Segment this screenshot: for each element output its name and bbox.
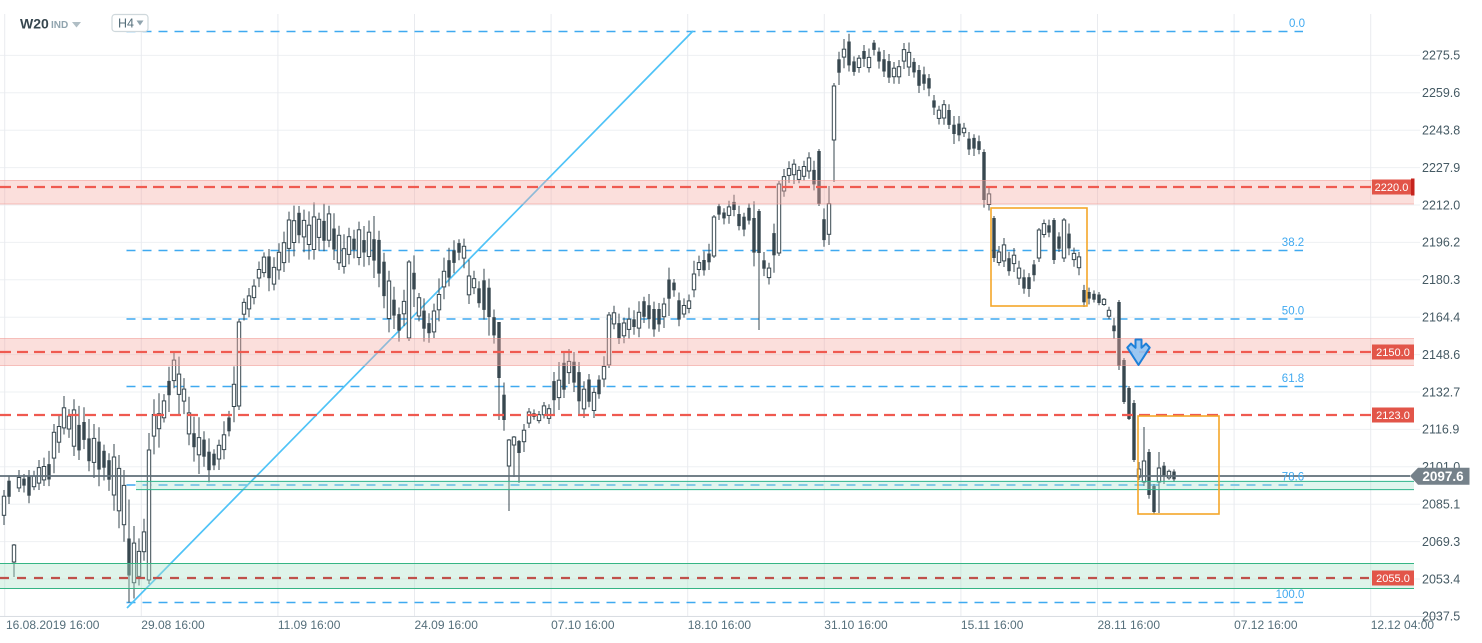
svg-text:2097.6: 2097.6: [1422, 469, 1464, 484]
svg-text:W20: W20: [20, 16, 49, 32]
svg-text:2150.0: 2150.0: [1376, 347, 1410, 359]
svg-text:15.11 16:00: 15.11 16:00: [961, 618, 1024, 632]
svg-text:24.09 16:00: 24.09 16:00: [415, 618, 479, 632]
svg-text:12.12 04:00: 12.12 04:00: [1371, 618, 1435, 632]
svg-text:2164.4: 2164.4: [1422, 311, 1460, 325]
svg-text:2055.0: 2055.0: [1376, 573, 1410, 585]
svg-text:2243.8: 2243.8: [1422, 124, 1460, 138]
svg-text:2227.9: 2227.9: [1422, 161, 1460, 175]
svg-text:2037.5: 2037.5: [1422, 610, 1460, 624]
svg-text:2132.7: 2132.7: [1422, 385, 1460, 399]
svg-text:07.12 16:00: 07.12 16:00: [1234, 618, 1298, 632]
svg-text:2259.6: 2259.6: [1422, 86, 1460, 100]
svg-text:2123.0: 2123.0: [1376, 410, 1410, 422]
svg-text:IND: IND: [51, 20, 68, 31]
svg-text:H4: H4: [118, 17, 134, 31]
svg-text:31.10 16:00: 31.10 16:00: [824, 618, 888, 632]
svg-text:2069.3: 2069.3: [1422, 535, 1460, 549]
svg-text:50.0: 50.0: [1282, 306, 1304, 318]
svg-text:0.0: 0.0: [1289, 18, 1305, 30]
svg-text:18.10 16:00: 18.10 16:00: [688, 618, 752, 632]
svg-text:28.11 16:00: 28.11 16:00: [1098, 618, 1161, 632]
svg-text:2148.6: 2148.6: [1422, 348, 1460, 362]
svg-text:2196.2: 2196.2: [1422, 236, 1460, 250]
svg-text:100.0: 100.0: [1276, 589, 1305, 601]
svg-text:2275.5: 2275.5: [1422, 49, 1460, 63]
svg-text:2212.0: 2212.0: [1422, 198, 1460, 212]
svg-text:2085.1: 2085.1: [1422, 498, 1460, 512]
svg-text:11.09 16:00: 11.09 16:00: [278, 618, 341, 632]
svg-text:2180.3: 2180.3: [1422, 273, 1460, 287]
svg-text:16.08.2019 16:00: 16.08.2019 16:00: [6, 618, 100, 632]
svg-text:2220.0: 2220.0: [1375, 182, 1409, 194]
svg-text:61.8: 61.8: [1282, 373, 1304, 385]
svg-text:2053.4: 2053.4: [1422, 572, 1460, 586]
svg-text:07.10 16:00: 07.10 16:00: [551, 618, 615, 632]
svg-text:2116.9: 2116.9: [1422, 423, 1459, 437]
svg-text:38.2: 38.2: [1282, 237, 1304, 249]
svg-text:78.6: 78.6: [1282, 472, 1304, 484]
svg-text:29.08 16:00: 29.08 16:00: [141, 618, 205, 632]
